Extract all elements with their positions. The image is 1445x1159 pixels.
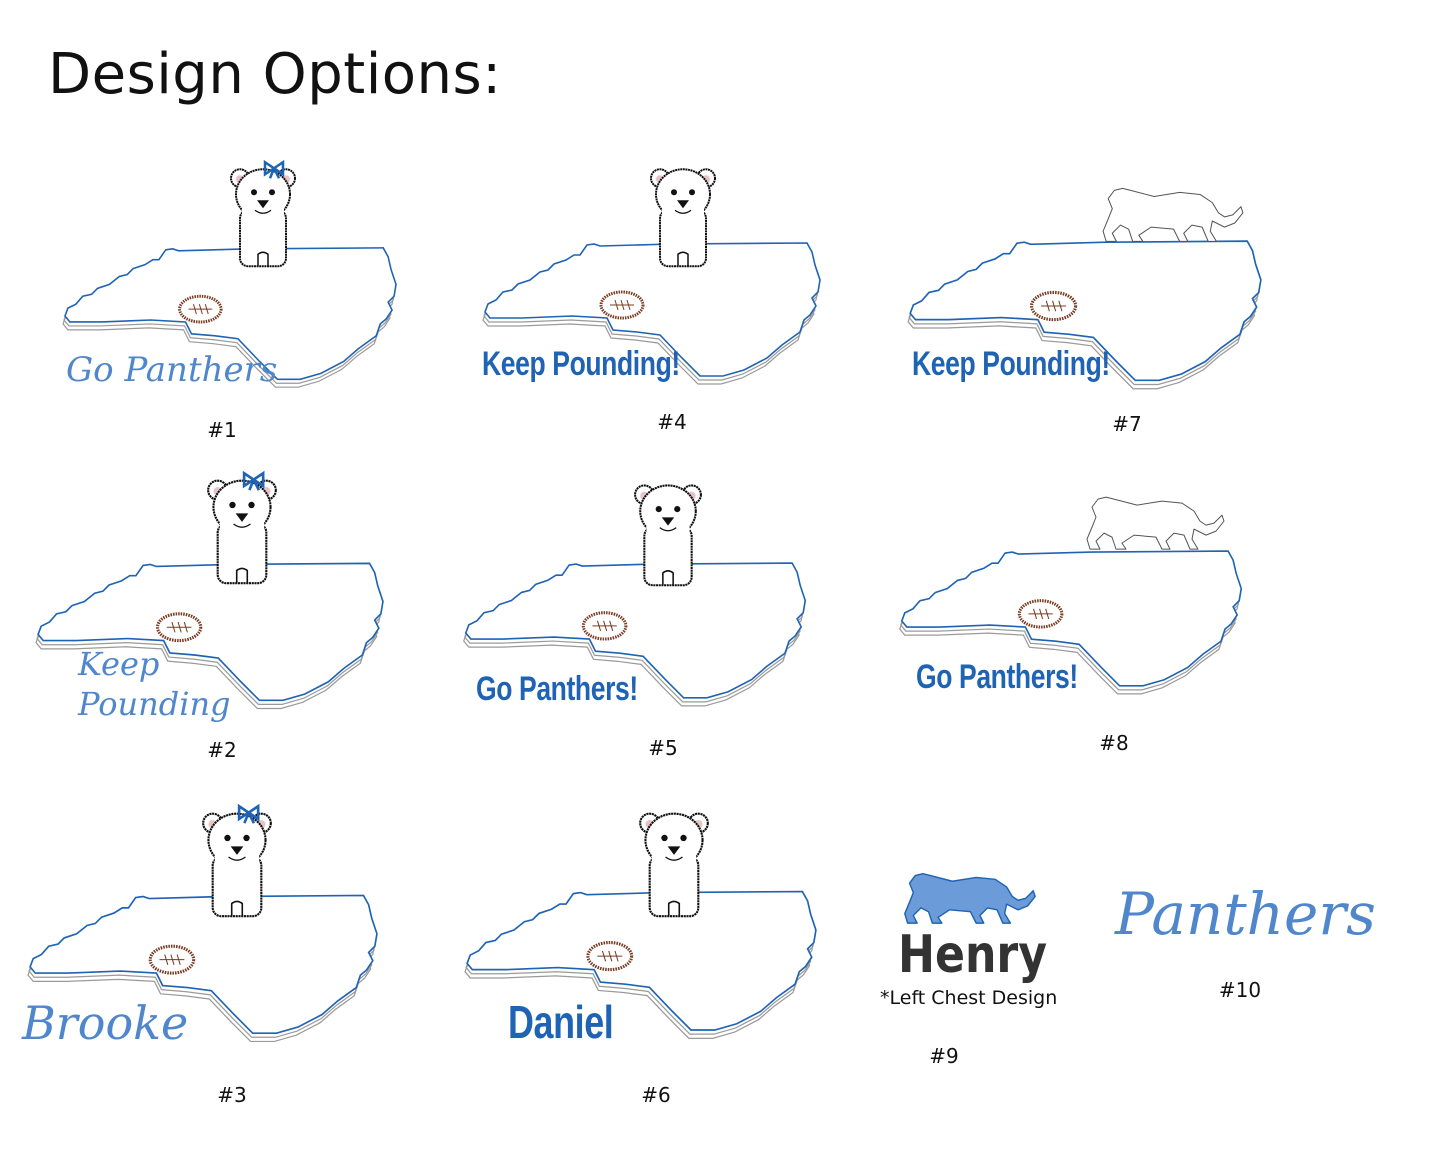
design-number-label: #3 [217,1083,247,1107]
football-icon [178,294,223,324]
bow-icon [242,470,265,491]
design-text: Go Panthers [66,350,278,390]
design-number-label: #1 [207,418,237,442]
design-number-label: #5 [648,736,678,760]
nc-state-outline [482,242,821,385]
football-icon [581,611,628,641]
football-icon [1030,290,1078,322]
bear-with-bow-icon [207,470,277,585]
state-outline-blue [29,894,378,1034]
panther-silhouette-icon [904,872,1036,924]
football-icon [599,290,645,320]
page-title: Design Options: [48,42,502,107]
design-text: Keep Pounding! [482,345,680,383]
design-text: Go Panthers! [916,658,1078,696]
football-icon [155,612,203,643]
design-text: Daniel [508,996,614,1048]
nc-state-outline [62,247,397,388]
design-number-label: #6 [641,1083,671,1107]
design-number-label: #8 [1099,731,1129,755]
design-text: Go Panthers! [476,670,638,708]
football-icon [586,940,634,972]
design-text: Brooke [22,996,189,1050]
state-outline-blue [484,242,821,377]
nc-state-outline [907,240,1262,390]
design-number-label: #2 [207,738,237,762]
nc-state-outline [464,890,817,1039]
bear-with-bow-icon [230,159,296,268]
panther-outline-icon [1102,187,1244,242]
design-note: *Left Chest Design [880,987,1058,1009]
design-number-label: #9 [929,1044,959,1068]
bow-icon [263,159,285,179]
football-icon [1017,599,1064,629]
state-outline-blue [64,247,397,381]
nc-state-outline [27,894,378,1043]
bear-icon [650,168,716,268]
state-outline-blue [909,240,1262,382]
nc-state-outline [35,562,384,710]
state-outline-blue [900,550,1243,687]
bear-with-bow-icon [202,803,272,918]
state-outline-blue [464,562,807,699]
bow-icon [237,803,260,824]
state-outline-blue [466,890,817,1031]
state-outline-blue [37,562,384,702]
design-number-label: #10 [1218,978,1262,1002]
bear-icon [634,484,702,587]
panther-outline-icon [1086,496,1225,550]
design-number-label: #4 [657,410,687,434]
design-text: Henry [898,925,1048,985]
nc-state-outline [899,550,1243,695]
bear-icon [639,812,709,918]
football-icon [148,944,196,975]
design-number-label: #7 [1112,412,1142,436]
design-text: Panthers [1115,880,1376,948]
design-text: Pounding [78,685,231,723]
nc-state-outline [463,562,807,707]
design-text: Keep [78,645,160,683]
design-text: Keep Pounding! [912,345,1110,383]
